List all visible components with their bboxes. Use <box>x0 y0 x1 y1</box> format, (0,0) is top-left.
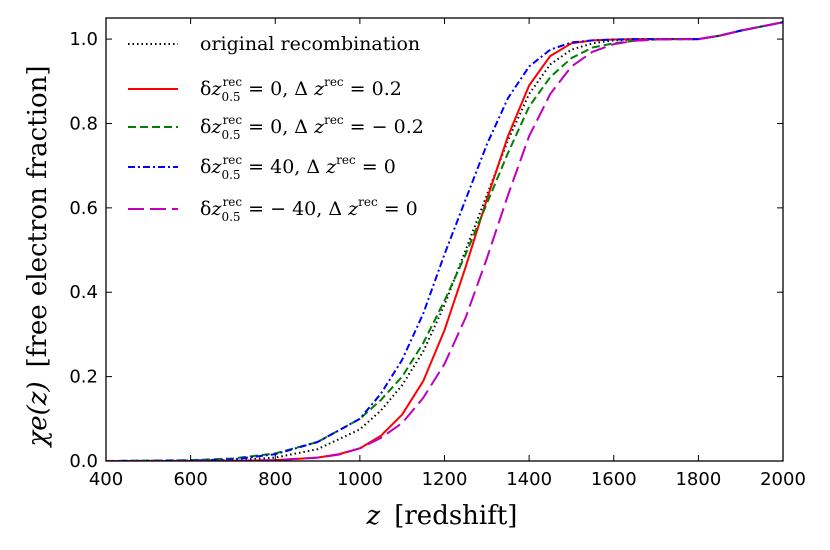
y-tick-label: 0.6 <box>69 198 98 219</box>
y-tick-label: 0.8 <box>69 113 98 134</box>
y-tick-label: 0.0 <box>69 451 98 472</box>
x-tick-label: 400 <box>89 469 123 490</box>
y-axis-label-symbol: χe(z) <box>23 381 53 448</box>
plot-frame <box>105 17 784 462</box>
x-tick-label: 800 <box>258 469 292 490</box>
legend-label-2: δz0.5rec = 0, Δ zrec = 0.2 <box>200 75 402 104</box>
x-tick-label: 600 <box>173 469 207 490</box>
axis-ticks: 400 600 800 1000 1200 1400 1600 1800 2000 0.0 0.2 0… <box>69 18 806 490</box>
x-tick-label: 1200 <box>422 469 468 490</box>
series-lines <box>106 21 783 461</box>
x-axis-label: z [redshift] <box>366 501 518 531</box>
x-tick-label: 1400 <box>506 469 552 490</box>
legend-label-5: δz0.5rec = − 40, Δ zrec = 0 <box>200 195 418 224</box>
legend: original recombination δz0.5rec = 0, Δ zr… <box>128 33 424 224</box>
legend-label-4: δz0.5rec = 40, Δ zrec = 0 <box>200 153 396 182</box>
x-tick-label: 2000 <box>760 469 806 490</box>
y-axis-label-text: [free electron fraction] <box>23 66 53 368</box>
y-tick-label: 0.4 <box>69 282 98 303</box>
x-tick-label: 1000 <box>337 469 383 490</box>
plot-area: 400 600 800 1000 1200 1400 1600 1800 2000 0.0 0.2 0… <box>69 17 806 490</box>
series-line-1 <box>106 21 783 461</box>
y-tick-label: 1.0 <box>69 29 98 50</box>
series-line-4 <box>106 21 783 461</box>
x-tick-label: 1600 <box>591 469 637 490</box>
x-tick-label: 1800 <box>675 469 721 490</box>
legend-label-3: δz0.5rec = 0, Δ zrec = − 0.2 <box>200 113 424 142</box>
y-axis-label: χe(z) [free electron fraction] <box>23 66 53 449</box>
series-line-5 <box>106 21 783 461</box>
x-axis-label-symbol: z <box>366 501 381 531</box>
x-axis-label-text: [redshift] <box>394 501 517 531</box>
y-tick-label: 0.2 <box>69 367 98 388</box>
legend-label-1: original recombination <box>200 33 420 55</box>
